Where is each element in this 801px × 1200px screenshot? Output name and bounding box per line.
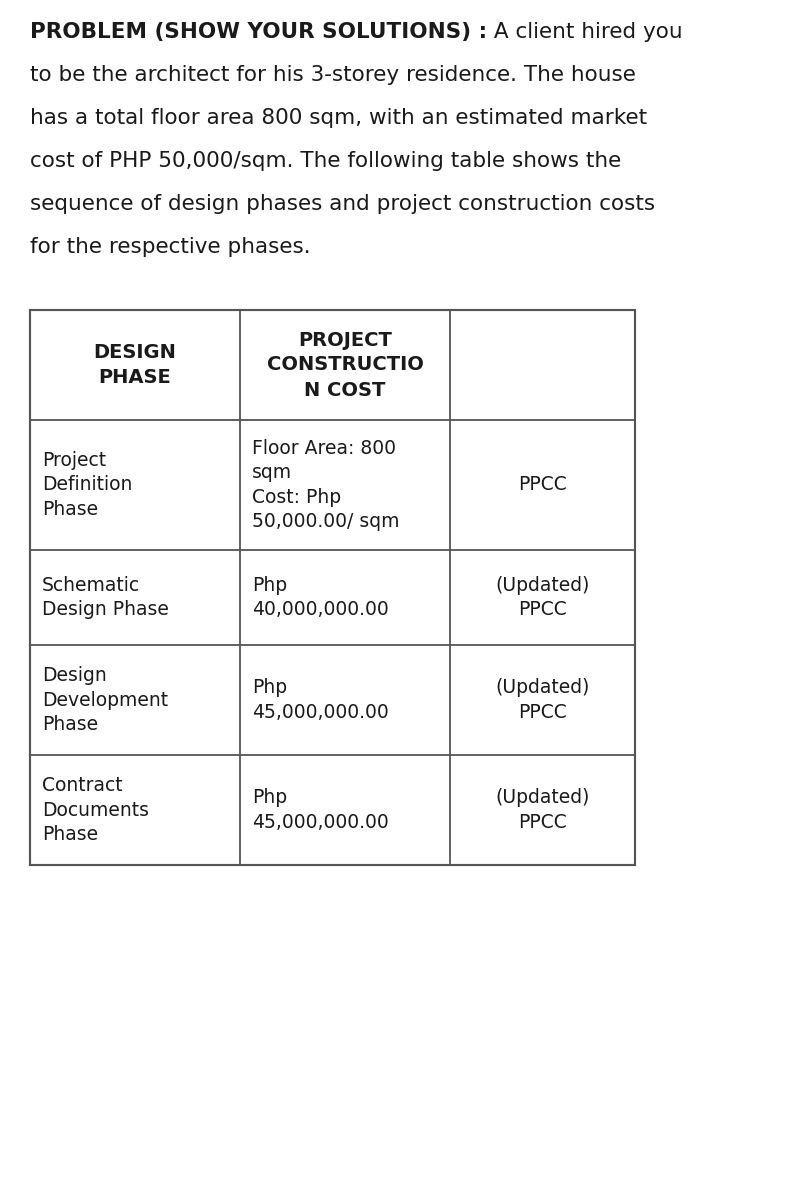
- Text: (Updated)
PPCC: (Updated) PPCC: [495, 576, 590, 619]
- Text: Php
40,000,000.00: Php 40,000,000.00: [252, 576, 388, 619]
- Text: DESIGN
PHASE: DESIGN PHASE: [94, 343, 176, 386]
- Text: PPCC: PPCC: [518, 475, 567, 494]
- Text: sequence of design phases and project construction costs: sequence of design phases and project co…: [30, 194, 655, 214]
- Text: PROBLEM (SHOW YOUR SOLUTIONS) :: PROBLEM (SHOW YOUR SOLUTIONS) :: [30, 22, 487, 42]
- Text: Floor Area: 800
sqm
Cost: Php
50,000.00/ sqm: Floor Area: 800 sqm Cost: Php 50,000.00/…: [252, 439, 400, 530]
- Text: to be the architect for his 3-storey residence. The house: to be the architect for his 3-storey res…: [30, 65, 636, 85]
- Text: Php
45,000,000.00: Php 45,000,000.00: [252, 678, 388, 721]
- Text: has a total floor area 800 sqm, with an estimated market: has a total floor area 800 sqm, with an …: [30, 108, 647, 128]
- Text: for the respective phases.: for the respective phases.: [30, 236, 311, 257]
- Text: (Updated)
PPCC: (Updated) PPCC: [495, 678, 590, 721]
- Text: (Updated)
PPCC: (Updated) PPCC: [495, 788, 590, 832]
- Text: Php
45,000,000.00: Php 45,000,000.00: [252, 788, 388, 832]
- Text: A client hired you: A client hired you: [487, 22, 682, 42]
- Bar: [30, 310, 635, 865]
- Text: Design
Development
Phase: Design Development Phase: [42, 666, 168, 733]
- Text: Schematic
Design Phase: Schematic Design Phase: [42, 576, 169, 619]
- Text: PROJECT
CONSTRUCTIO
N COST: PROJECT CONSTRUCTIO N COST: [267, 330, 424, 400]
- Text: Project
Definition
Phase: Project Definition Phase: [42, 451, 132, 518]
- Text: Contract
Documents
Phase: Contract Documents Phase: [42, 776, 149, 844]
- Text: cost of PHP 50,000/sqm. The following table shows the: cost of PHP 50,000/sqm. The following ta…: [30, 151, 622, 170]
